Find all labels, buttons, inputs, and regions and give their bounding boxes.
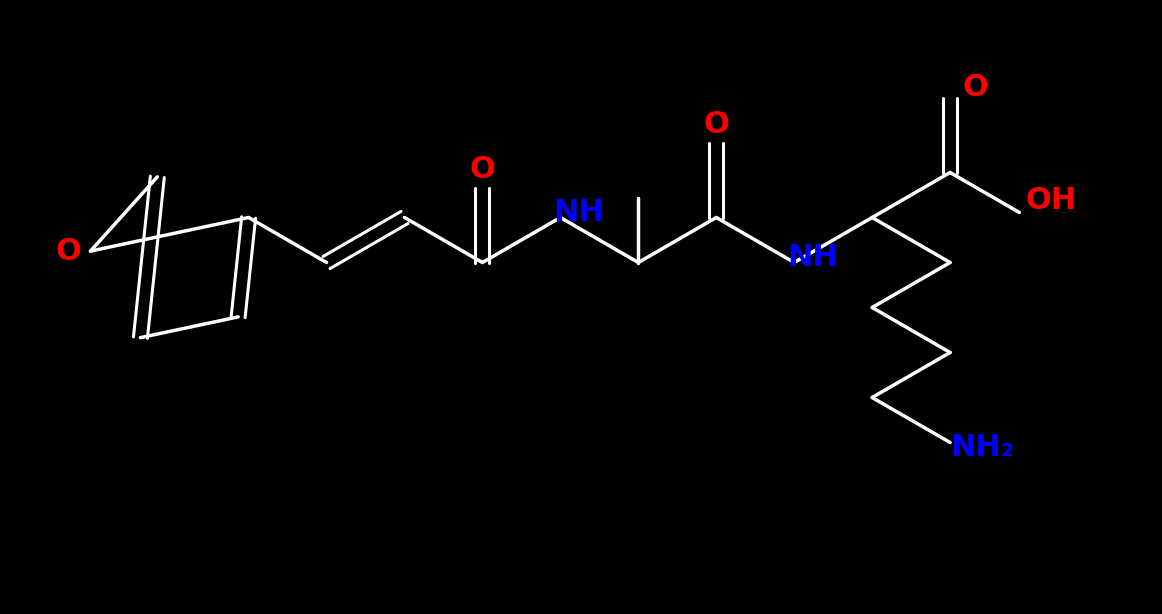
Text: O: O — [56, 236, 81, 266]
Text: O: O — [469, 155, 495, 184]
Text: OH: OH — [1026, 186, 1077, 215]
Text: O: O — [962, 73, 988, 102]
Text: O: O — [703, 110, 730, 139]
Text: NH₂: NH₂ — [951, 433, 1014, 462]
Text: NH: NH — [553, 198, 604, 227]
Text: NH: NH — [787, 243, 838, 272]
